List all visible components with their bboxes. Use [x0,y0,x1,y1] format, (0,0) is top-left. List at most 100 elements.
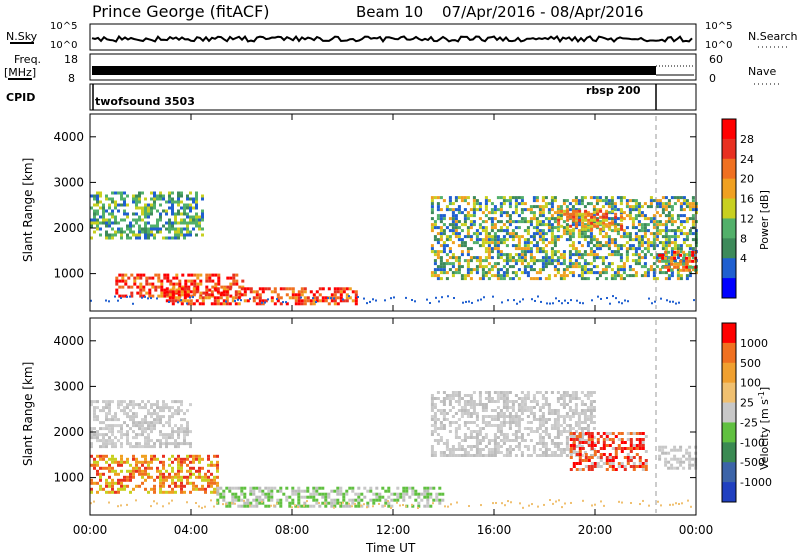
velocity-echo-cell-0 [141,421,144,425]
power-echo-cell-1 [142,288,146,292]
velocity-echo-cell-4 [590,444,594,447]
velocity-echo-cell-2 [327,495,331,499]
power-echo-cell-3 [460,274,464,278]
power-echo-cell-0 [171,206,174,210]
power-echo-cell-3 [439,226,443,230]
power-echo-cell-3 [622,229,626,233]
power-echo-cell-5 [685,268,689,272]
power-echo-cell-2 [297,302,301,306]
power-echo-cell-2 [321,296,325,300]
velocity-echo-cell-1 [135,484,138,488]
velocity-echo-cell-3 [469,436,473,439]
power-echo-cell-4 [611,209,615,213]
power-speckle [531,298,533,301]
velocity-echo-cell-3 [502,406,506,409]
power-echo-cell-2 [168,296,172,300]
power-echo-cell-1 [121,294,125,298]
velocity-echo-cell-2 [288,501,292,505]
power-echo-cell-4 [587,212,591,216]
velocity-echo-cell-1 [147,472,150,476]
power-echo-cell-1 [148,291,152,295]
power-echo-cell-2 [204,293,208,297]
power-echo-cell-3 [535,217,539,221]
power-echo-cell-3 [505,229,509,233]
power-echo-cell-3 [568,238,572,242]
power-echo-cell-0 [147,233,150,237]
velocity-echo-cell-1 [177,484,180,488]
power-speckle [576,299,578,302]
velocity-echo-cell-2 [369,486,373,490]
velocity-echo-cell-2 [414,498,418,502]
power-echo-cell-3 [514,244,518,248]
velocity-echo-cell-3 [442,409,446,412]
power-echo-cell-3 [472,220,476,224]
power-echo-cell-3 [565,208,569,212]
power-echo-cell-3 [451,256,455,260]
velocity-speckle [306,500,308,503]
power-echo-cell-0 [144,227,147,231]
velocity-echo-cell-1 [189,454,192,458]
power-ytick-label: 4000 [53,130,84,144]
power-speckle [651,302,653,305]
power-echo-cell-3 [517,277,521,281]
power-echo-cell-3 [562,220,566,224]
power-echo-cell-3 [592,235,596,239]
power-echo-cell-3 [592,265,596,269]
velocity-echo-cell-0 [165,439,168,443]
power-echo-cell-0 [138,227,141,231]
velocity-echo-cell-0 [144,442,147,446]
power-echo-cell-3 [541,232,545,236]
power-echo-cell-3 [535,259,539,263]
velocity-echo-cell-2 [303,495,307,499]
power-speckle [282,301,284,304]
velocity-echo-cell-3 [523,403,527,406]
power-echo-cell-3 [556,205,560,209]
power-echo-cell-1 [163,291,167,295]
power-echo-cell-3 [448,196,452,200]
power-echo-cell-4 [593,215,597,219]
power-echo-cell-3 [577,256,581,260]
velocity-echo-cell-3 [583,412,587,415]
velocity-echo-cell-5 [688,466,692,470]
power-echo-cell-0 [159,191,162,195]
velocity-echo-cell-2 [288,504,292,508]
power-echo-cell-3 [586,211,590,215]
velocity-echo-cell-3 [520,412,524,415]
power-echo-cell-3 [544,232,548,236]
velocity-echo-cell-2 [246,504,250,508]
velocity-speckle [621,501,623,504]
power-echo-cell-3 [475,238,479,242]
power-echo-cell-3 [565,274,569,278]
power-colorbar-segment [722,178,736,200]
power-speckle [150,297,152,300]
velocity-echo-cell-3 [526,454,530,457]
power-echo-cell-3 [583,265,587,269]
velocity-echo-cell-1 [195,469,198,473]
power-echo-cell-2 [240,287,244,291]
velocity-echo-cell-3 [520,451,524,454]
power-echo-cell-0 [180,227,183,231]
velocity-echo-cell-3 [442,403,446,406]
power-echo-cell-3 [511,238,515,242]
velocity-echo-cell-2 [381,495,385,499]
power-colorbar-segment [722,158,736,180]
velocity-echo-cell-2 [402,492,406,496]
power-echo-cell-4 [596,209,600,213]
power-echo-cell-3 [466,250,470,254]
power-echo-cell-3 [619,244,623,248]
power-echo-cell-3 [649,217,653,221]
power-echo-cell-3 [601,262,605,266]
power-echo-cell-0 [117,221,120,225]
velocity-echo-cell-3 [448,424,452,427]
velocity-echo-cell-2 [438,501,442,505]
velocity-echo-cell-3 [544,454,548,457]
velocity-echo-cell-4 [632,465,636,468]
velocity-echo-cell-3 [565,415,569,418]
power-echo-cell-3 [595,238,599,242]
velocity-echo-cell-3 [556,448,560,451]
power-echo-cell-3 [574,247,578,251]
velocity-echo-cell-5 [688,454,692,458]
velocity-echo-cell-0 [147,436,150,440]
power-echo-cell-3 [601,256,605,260]
velocity-colorbar-segment [722,323,736,344]
